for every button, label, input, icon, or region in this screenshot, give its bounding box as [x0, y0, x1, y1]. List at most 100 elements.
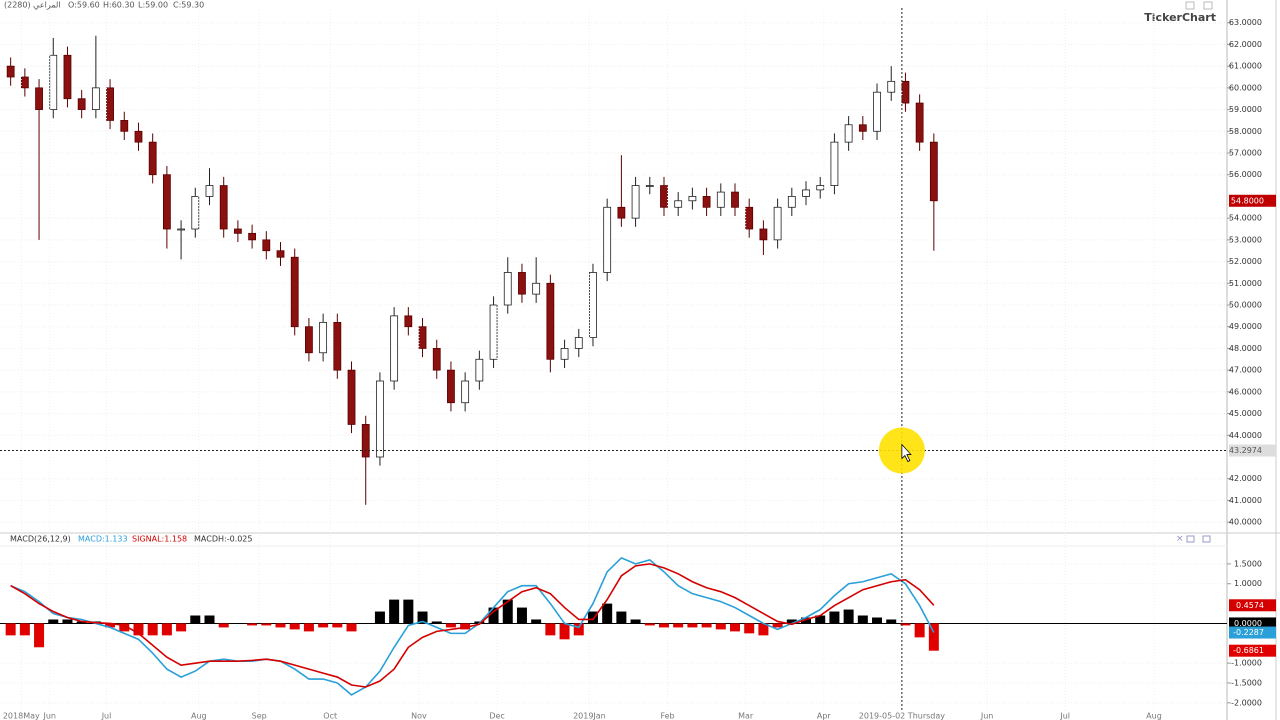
histogram-bar: [289, 623, 300, 630]
candle-body: [162, 174, 171, 230]
candle-body: [887, 80, 896, 93]
y-tick-label: 59.0000: [1229, 105, 1262, 114]
candle-body: [631, 185, 640, 219]
y-tick-label: 49.0000: [1229, 322, 1262, 331]
symbol: المراعي (2280): [4, 1, 61, 10]
histogram-bar: [687, 623, 698, 628]
mouse-pointer: [901, 443, 912, 463]
candle-body: [844, 124, 853, 143]
histogram-bar: [133, 623, 144, 636]
candle-body: [447, 369, 455, 404]
x-tick-label: 2018May: [3, 712, 40, 720]
histogram-bar: [602, 603, 613, 624]
candle-body: [177, 228, 185, 231]
y-tick-label: 62.0000: [1229, 40, 1262, 49]
maximize-button[interactable]: [1203, 1, 1213, 10]
histogram-bar: [19, 623, 30, 636]
restore-button[interactable]: [1185, 1, 1195, 10]
y-tick-label: 47.0000: [1229, 366, 1262, 375]
candle-body: [404, 315, 413, 328]
histogram-bar: [857, 615, 868, 624]
candle-body: [475, 358, 484, 382]
y-tick-label: 0.0000: [1234, 619, 1262, 628]
candle-body: [901, 80, 910, 104]
y-tick-label: 48.0000: [1229, 344, 1262, 353]
candle-body: [560, 348, 569, 360]
candle-body: [745, 206, 754, 230]
candle-body: [617, 206, 626, 219]
histogram-bar: [644, 623, 655, 626]
macd-title: MACD(26,12,9): [10, 535, 71, 544]
candle-body: [418, 326, 427, 349]
candle-body: [91, 87, 100, 110]
candle-body: [787, 196, 796, 208]
candle-body: [546, 282, 555, 360]
restore-pane-button[interactable]: [1186, 535, 1195, 543]
histogram-bar: [318, 623, 329, 628]
candle-body: [518, 272, 526, 295]
histogram-bar: [815, 615, 826, 624]
header: المراعي (2280) O:59.60 H:60.30 L:59.00 C…: [4, 1, 204, 10]
histogram-bar: [587, 611, 598, 624]
candle-body: [376, 380, 384, 458]
high-value: H:60.30: [103, 1, 135, 10]
x-tick-label: Mar: [738, 712, 754, 720]
y-tick-label: 53.0000: [1229, 235, 1262, 244]
histogram-bar: [715, 623, 726, 630]
histogram-bar: [545, 623, 556, 636]
y-tick-label: -1.5000: [1231, 679, 1262, 688]
candle-body: [63, 54, 72, 100]
candle-body: [858, 124, 867, 132]
candle-body: [347, 369, 356, 425]
y-tick-label: 51.0000: [1229, 279, 1262, 288]
last-price-tag: [1229, 194, 1276, 207]
histogram-bar: [786, 619, 797, 624]
histogram-bar: [914, 623, 925, 638]
candle-body: [603, 206, 612, 273]
x-tick-label: Aug: [191, 712, 207, 720]
candle-body: [276, 250, 285, 258]
y-tick-label: 42.0000: [1229, 474, 1262, 483]
y-tick-label: 60.0000: [1229, 83, 1262, 92]
candle-body: [915, 102, 924, 143]
candle-body: [773, 206, 782, 241]
candle-body: [262, 239, 271, 252]
maximize-pane-button[interactable]: [1202, 535, 1211, 543]
candle-body: [390, 315, 399, 382]
histogram-bar: [119, 623, 130, 632]
x-tick-label: Oct: [323, 712, 337, 720]
candle-body: [20, 76, 29, 89]
candle-body: [716, 191, 725, 208]
watermark: TickerChart: [1144, 11, 1216, 24]
window-buttons[interactable]: ✕: [1176, 1, 1213, 545]
histogram-bar: [161, 623, 172, 636]
close-pane-button[interactable]: ✕: [1176, 535, 1184, 545]
histogram-bar: [658, 623, 669, 628]
x-tick-label: Aug: [1146, 712, 1162, 720]
histogram-bar: [872, 617, 883, 624]
histogram-bar: [204, 615, 215, 624]
y-tick-label: -2.0000: [1231, 698, 1262, 707]
histogram-bar: [218, 623, 229, 628]
histogram-bar: [176, 623, 187, 632]
candle-body: [873, 91, 881, 132]
histogram-bar: [502, 599, 513, 624]
histogram-bar: [928, 623, 939, 651]
x-tick-label: 2019Jan: [573, 712, 606, 720]
candle-body: [816, 185, 825, 191]
y-tick-label: 63.0000: [1229, 18, 1262, 27]
last-value-tag: [1229, 626, 1276, 639]
candle-body: [759, 228, 768, 241]
last-value-label: -0.6861: [1233, 646, 1264, 655]
candle-body: [219, 185, 228, 230]
candle-body: [6, 65, 15, 78]
candle-body: [35, 87, 43, 110]
last-value-tag: [1229, 644, 1276, 657]
candle-body: [134, 130, 143, 143]
histogram-bar: [516, 607, 527, 624]
x-tick-label: Apr: [817, 712, 832, 720]
histogram-bar: [374, 611, 385, 624]
y-tick-label: 1.0000: [1234, 579, 1262, 588]
histogram-bar: [417, 611, 428, 624]
